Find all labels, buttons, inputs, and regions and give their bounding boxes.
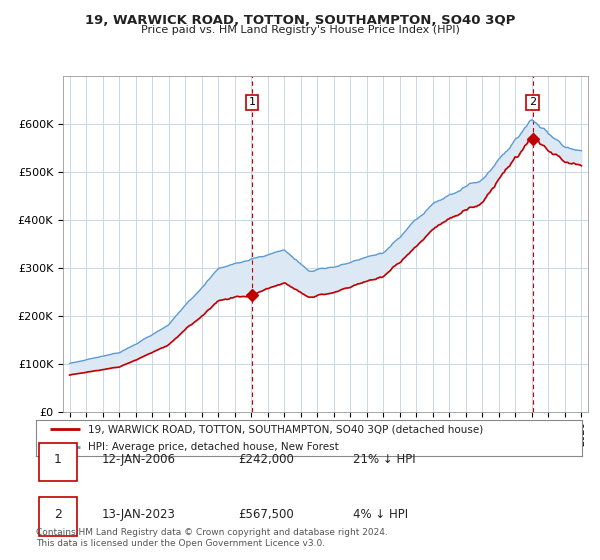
Text: £242,000: £242,000 xyxy=(238,453,294,466)
Text: 12-JAN-2006: 12-JAN-2006 xyxy=(101,453,176,466)
Text: 1: 1 xyxy=(54,453,62,466)
Text: 2: 2 xyxy=(54,508,62,521)
FancyBboxPatch shape xyxy=(39,497,77,536)
Text: 2: 2 xyxy=(529,97,536,108)
Text: 21% ↓ HPI: 21% ↓ HPI xyxy=(353,453,415,466)
Text: 19, WARWICK ROAD, TOTTON, SOUTHAMPTON, SO40 3QP (detached house): 19, WARWICK ROAD, TOTTON, SOUTHAMPTON, S… xyxy=(88,424,483,434)
Text: 13-JAN-2023: 13-JAN-2023 xyxy=(101,508,175,521)
Text: Price paid vs. HM Land Registry's House Price Index (HPI): Price paid vs. HM Land Registry's House … xyxy=(140,25,460,35)
FancyBboxPatch shape xyxy=(39,443,77,481)
Text: Contains HM Land Registry data © Crown copyright and database right 2024.
This d: Contains HM Land Registry data © Crown c… xyxy=(36,528,388,548)
Text: £567,500: £567,500 xyxy=(238,508,294,521)
Text: 1: 1 xyxy=(248,97,256,108)
Text: 4% ↓ HPI: 4% ↓ HPI xyxy=(353,508,408,521)
Text: HPI: Average price, detached house, New Forest: HPI: Average price, detached house, New … xyxy=(88,442,338,452)
Text: 19, WARWICK ROAD, TOTTON, SOUTHAMPTON, SO40 3QP: 19, WARWICK ROAD, TOTTON, SOUTHAMPTON, S… xyxy=(85,14,515,27)
